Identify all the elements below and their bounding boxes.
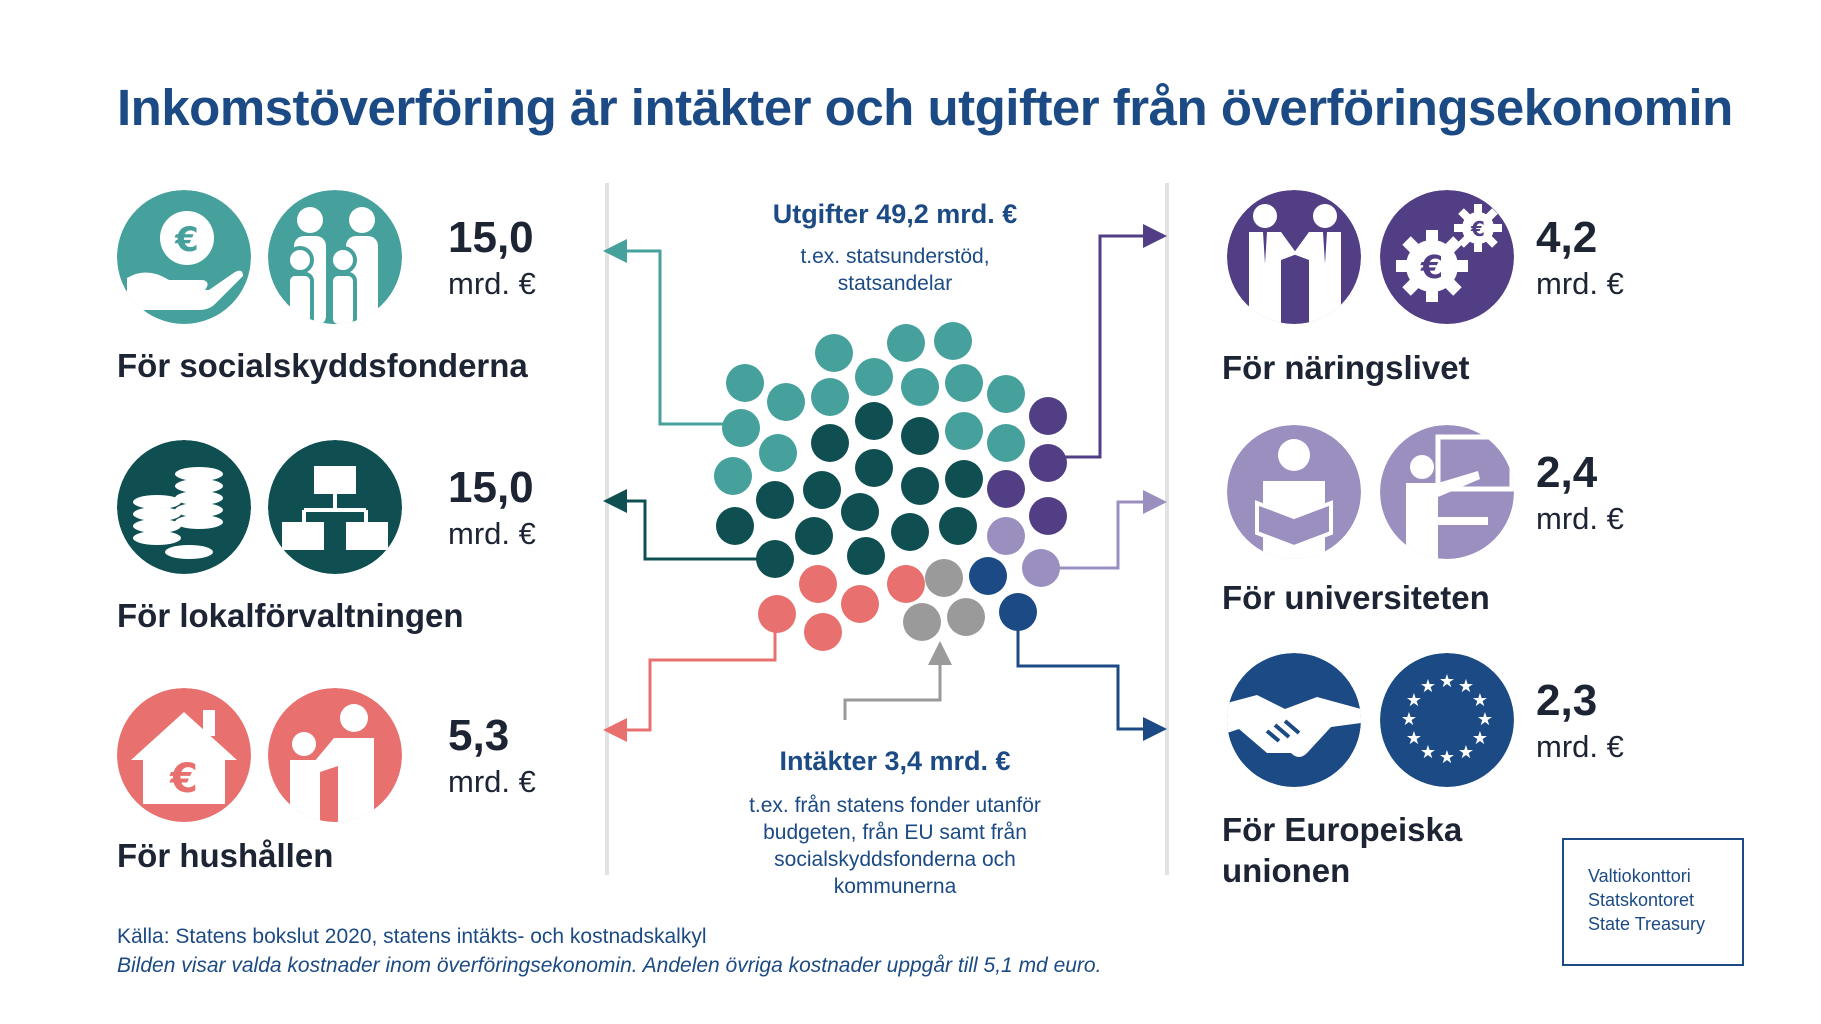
amount-universities: 2,4	[1536, 448, 1598, 497]
svg-text:★: ★	[1420, 742, 1436, 763]
eu-flag-icon: ★ ★ ★ ★ ★ ★ ★ ★ ★ ★ ★ ★	[1380, 653, 1514, 787]
income-subtitle-4: kommunerna	[833, 875, 957, 898]
expenditure-heading: Utgifter 49,2 mrd. €	[772, 199, 1018, 229]
svg-text:★: ★	[1406, 728, 1422, 749]
label-universities: För universiteten	[1222, 579, 1490, 616]
amount-social-security: 15,0	[448, 213, 534, 262]
income-heading: Intäkter 3,4 mrd. €	[779, 746, 1011, 776]
svg-text:€: €	[1470, 217, 1485, 241]
teacher-icon	[1380, 425, 1514, 559]
amount-eu: 2,3	[1536, 676, 1598, 725]
unit-social-security: mrd. €	[448, 266, 536, 301]
svg-text:★: ★	[1458, 676, 1474, 697]
amount-business: 4,2	[1536, 213, 1598, 262]
svg-text:€: €	[1420, 248, 1443, 286]
logo-line-1: Valtiokonttori	[1588, 866, 1691, 886]
parent-child-icon	[268, 688, 402, 822]
svg-text:★: ★	[1472, 690, 1488, 711]
handshake-icon	[1227, 653, 1361, 787]
right-divider	[1165, 183, 1169, 875]
coins-icon	[117, 440, 251, 574]
svg-text:★: ★	[1439, 747, 1455, 768]
reader-icon	[1227, 425, 1361, 559]
svg-text:€: €	[174, 220, 199, 260]
logo-line-2: Statskontoret	[1588, 890, 1695, 910]
svg-text:★: ★	[1439, 671, 1455, 692]
svg-text:€: €	[169, 756, 198, 802]
footnote-text: Bilden visar valda kostnader inom överfö…	[117, 954, 1102, 977]
unit-local-government: mrd. €	[448, 516, 536, 551]
page-title: Inkomstöverföring är intäkter och utgift…	[117, 79, 1733, 136]
unit-universities: mrd. €	[1536, 501, 1624, 536]
unit-households: mrd. €	[448, 764, 536, 799]
label-households: För hushållen	[117, 837, 334, 874]
label-business: För näringslivet	[1222, 349, 1470, 386]
label-local-government: För lokalförvaltningen	[117, 597, 464, 634]
state-treasury-logo: Valtiokonttori Statskontoret State Treas…	[1562, 838, 1744, 966]
euro-gears-icon: € €	[1380, 190, 1514, 324]
svg-text:★: ★	[1420, 676, 1436, 697]
label-eu-line1: För Europeiska	[1222, 811, 1463, 848]
income-subtitle-3: socialskyddsfonderna och	[774, 848, 1016, 871]
expenditure-subtitle-1: t.ex. statsunderstöd,	[800, 245, 990, 268]
label-social-security: För socialskyddsfonderna	[117, 347, 528, 384]
left-divider	[605, 183, 609, 875]
income-subtitle-1: t.ex. från statens fonder utanför	[749, 794, 1041, 817]
expenditure-subtitle-2: statsandelar	[837, 272, 953, 295]
amount-households: 5,3	[448, 711, 510, 760]
unit-eu: mrd. €	[1536, 729, 1624, 764]
svg-text:★: ★	[1401, 709, 1417, 730]
label-eu-line2: unionen	[1222, 852, 1351, 889]
house-euro-icon: €	[117, 688, 251, 822]
logo-line-3: State Treasury	[1588, 914, 1706, 934]
family-icon	[268, 190, 402, 324]
svg-text:★: ★	[1477, 709, 1493, 730]
org-chart-icon	[268, 440, 402, 574]
dot-cluster	[714, 322, 1067, 651]
svg-text:★: ★	[1472, 728, 1488, 749]
svg-text:★: ★	[1406, 690, 1422, 711]
business-handshake-icon	[1227, 190, 1361, 324]
hand-euro-icon: €	[117, 190, 251, 324]
svg-text:★: ★	[1458, 742, 1474, 763]
source-text: Källa: Statens bokslut 2020, statens int…	[117, 925, 707, 948]
unit-business: mrd. €	[1536, 266, 1624, 301]
income-subtitle-2: budgeten, från EU samt från	[763, 821, 1027, 844]
amount-local-government: 15,0	[448, 463, 534, 512]
